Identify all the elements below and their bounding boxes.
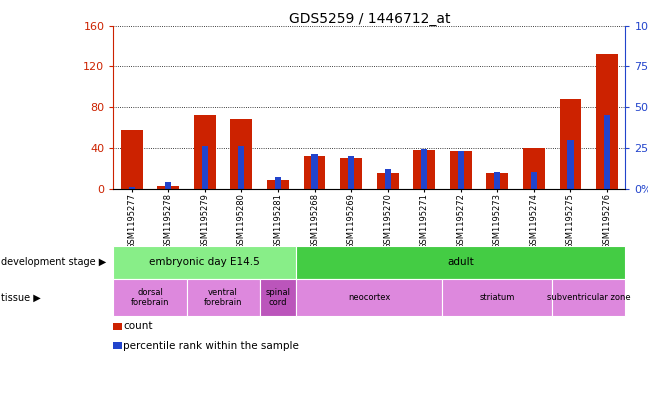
Text: embryonic day E14.5: embryonic day E14.5 bbox=[150, 257, 260, 267]
Text: adult: adult bbox=[447, 257, 474, 267]
Bar bbox=[194, 115, 216, 189]
Bar bbox=[494, 172, 500, 189]
Bar bbox=[531, 172, 537, 189]
Bar bbox=[231, 119, 252, 189]
Text: count: count bbox=[123, 321, 153, 331]
Bar bbox=[604, 115, 610, 189]
Bar bbox=[157, 185, 179, 189]
Bar bbox=[128, 187, 135, 189]
Bar bbox=[413, 150, 435, 189]
Bar bbox=[559, 99, 581, 189]
Text: percentile rank within the sample: percentile rank within the sample bbox=[123, 341, 299, 351]
Bar bbox=[376, 173, 399, 189]
Text: development stage ▶: development stage ▶ bbox=[1, 257, 106, 267]
Text: dorsal
forebrain: dorsal forebrain bbox=[131, 288, 169, 307]
Text: tissue ▶: tissue ▶ bbox=[1, 293, 40, 303]
Bar bbox=[596, 54, 618, 189]
Bar bbox=[267, 180, 289, 189]
Bar bbox=[121, 130, 143, 189]
Text: subventricular zone: subventricular zone bbox=[547, 293, 631, 302]
Bar bbox=[487, 173, 508, 189]
Text: spinal
cord: spinal cord bbox=[266, 288, 290, 307]
Bar bbox=[457, 151, 464, 189]
Text: striatum: striatum bbox=[480, 293, 515, 302]
Bar bbox=[450, 151, 472, 189]
Bar bbox=[275, 177, 281, 189]
Bar bbox=[384, 169, 391, 189]
Bar bbox=[523, 148, 545, 189]
Text: ventral
forebrain: ventral forebrain bbox=[204, 288, 242, 307]
Text: neocortex: neocortex bbox=[348, 293, 391, 302]
Bar bbox=[165, 182, 171, 189]
Bar bbox=[303, 156, 325, 189]
Bar bbox=[421, 149, 427, 189]
Bar bbox=[238, 146, 244, 189]
Bar bbox=[568, 140, 573, 189]
Text: GDS5259 / 1446712_at: GDS5259 / 1446712_at bbox=[288, 12, 450, 26]
Bar bbox=[348, 156, 354, 189]
Bar bbox=[312, 154, 318, 189]
Bar bbox=[202, 146, 208, 189]
Bar bbox=[340, 158, 362, 189]
